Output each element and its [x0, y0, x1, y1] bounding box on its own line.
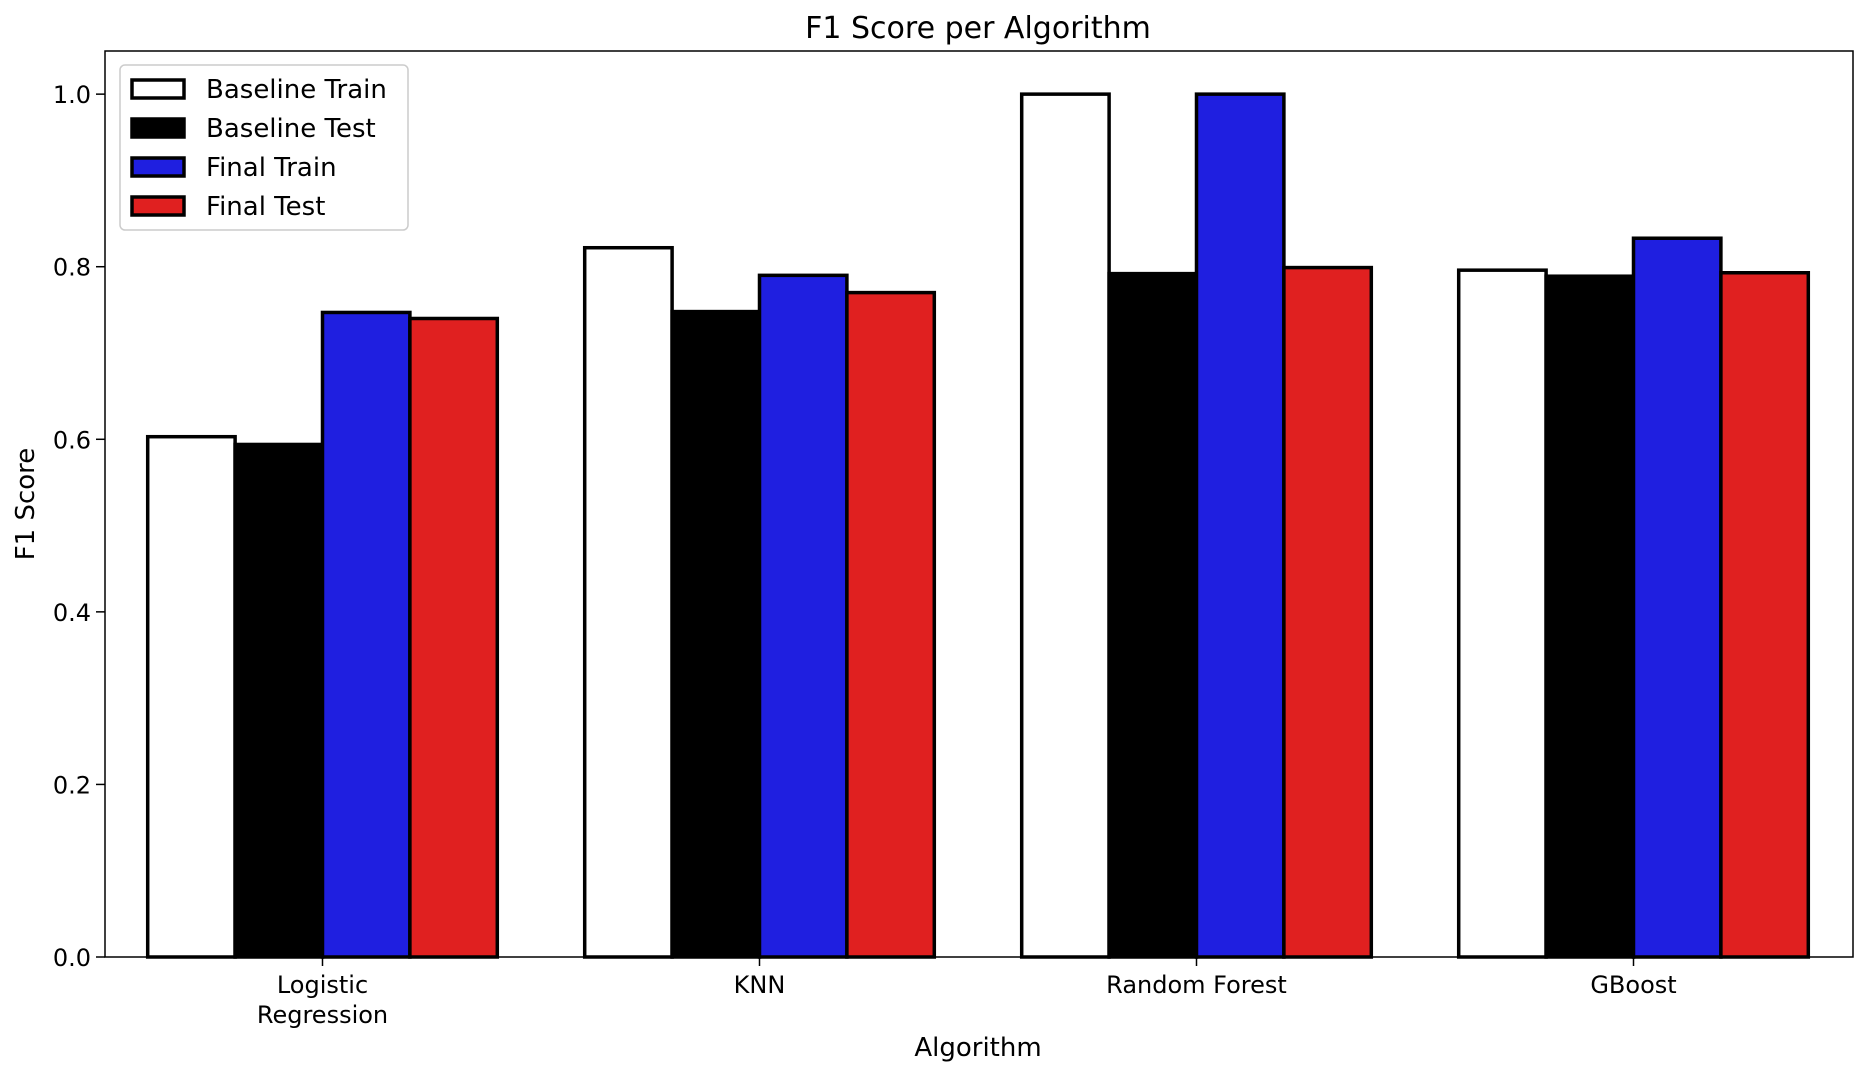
- x-tick-label: KNN: [734, 971, 786, 999]
- bar-final-test-0: [408, 316, 500, 959]
- bar-baseline-train-2: [1019, 92, 1111, 959]
- legend-label: Baseline Test: [206, 114, 376, 144]
- legend-swatch: [130, 156, 186, 178]
- x-axis: Logistic Regression KNN Random Forest GBoost: [257, 957, 1677, 1029]
- legend-swatch: [130, 195, 186, 217]
- y-tick-label: 1.0: [53, 81, 91, 109]
- bar-baseline-test-3: [1544, 274, 1636, 959]
- y-tick-label: 0.8: [53, 254, 91, 282]
- y-tick-label: 0.0: [53, 944, 91, 972]
- y-axis-label: F1 Score: [11, 448, 41, 561]
- legend-label: Final Train: [206, 153, 337, 183]
- legend-label: Final Test: [206, 192, 325, 222]
- bar-baseline-test-2: [1107, 271, 1199, 959]
- legend-box: [119, 64, 409, 231]
- bar-baseline-train-0: [145, 434, 237, 959]
- bar-final-test-3: [1719, 271, 1811, 959]
- bar-final-test-1: [845, 290, 937, 959]
- y-tick-label: 0.2: [53, 771, 91, 799]
- bars-group: [145, 92, 1811, 959]
- legend-swatch: [130, 117, 186, 139]
- x-tick-label: Logistic Regression: [257, 971, 388, 1029]
- bar-baseline-train-3: [1456, 268, 1548, 959]
- bar-final-train-1: [757, 273, 849, 959]
- x-axis-label: Algorithm: [914, 1033, 1041, 1063]
- legend: Baseline Train Baseline Test Final Train Fi…: [119, 64, 409, 231]
- y-tick-label: 0.4: [53, 599, 91, 627]
- x-tick-label: Random Forest: [1106, 971, 1287, 999]
- plot-frame: [104, 50, 1854, 958]
- y-axis: 0.0 0.2 0.4 0.6 0.8 1.0: [53, 81, 105, 972]
- bar-baseline-train-1: [582, 245, 674, 959]
- bar-baseline-test-0: [233, 442, 325, 959]
- bar-baseline-test-1: [670, 309, 762, 959]
- y-tick-label: 0.6: [53, 426, 91, 454]
- bar-final-train-0: [320, 310, 412, 959]
- legend-label: Baseline Train: [206, 75, 387, 105]
- bar-final-train-3: [1631, 236, 1723, 959]
- bar-final-test-2: [1282, 265, 1374, 959]
- x-tick-label: GBoost: [1590, 971, 1676, 999]
- chart-title: F1 Score per Algorithm: [805, 11, 1151, 46]
- legend-swatch: [130, 78, 186, 100]
- bar-final-train-2: [1194, 92, 1286, 959]
